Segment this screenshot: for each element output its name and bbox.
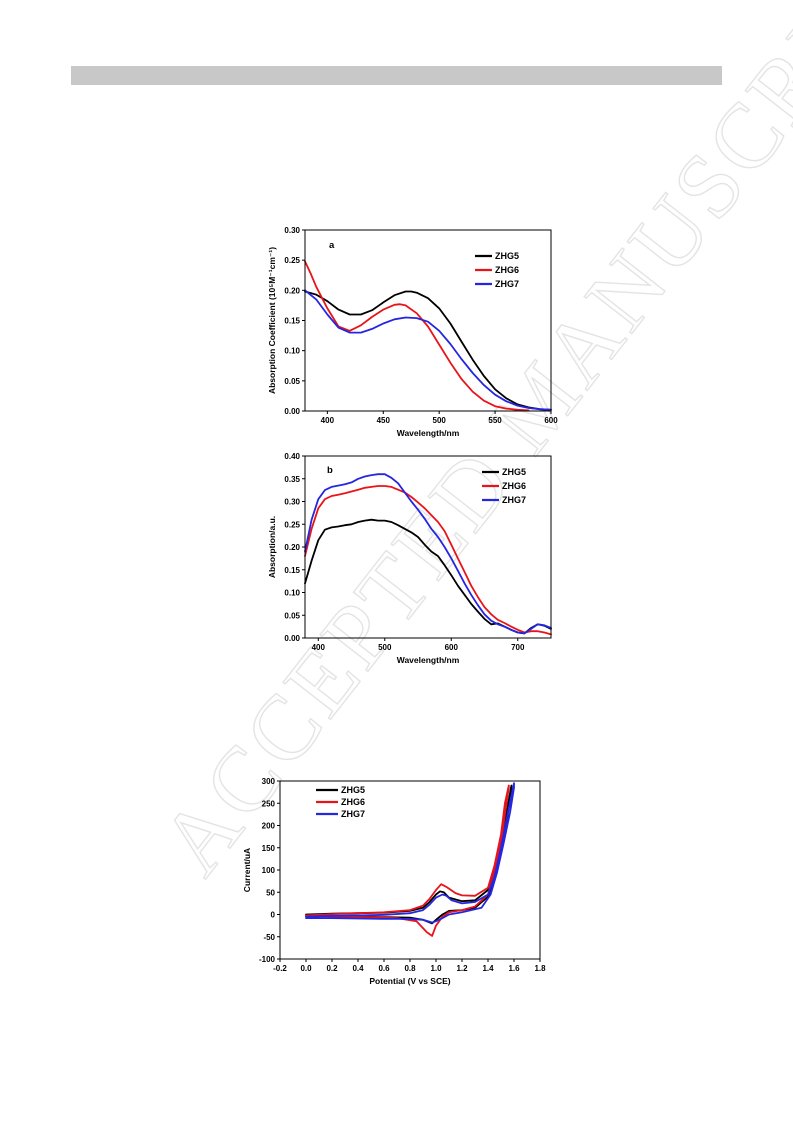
x-tick-label: 0.8 [404, 964, 416, 973]
y-tick-label: 0.10 [284, 589, 300, 598]
x-tick-label: 1.2 [456, 964, 468, 973]
legend-label-zhg6: ZHG6 [502, 481, 526, 491]
y-tick-label: 0.30 [284, 498, 300, 507]
legend-label-zhg6: ZHG6 [341, 797, 365, 807]
x-axis-label: Potential (V vs SCE) [369, 976, 450, 986]
chart-b: 400 500 600 700 0.00 0.05 0.10 0.15 0.20 0.25 0.30… [267, 452, 552, 665]
x-tick-label: 600 [445, 643, 459, 652]
legend-label-zhg7: ZHG7 [495, 279, 519, 289]
series-line-zhg7 [304, 473, 552, 635]
series-line-zhg5 [304, 518, 552, 635]
x-tick-label: 1.0 [430, 964, 442, 973]
series-line-zhg6 [304, 260, 530, 412]
x-tick-label: 0.0 [300, 964, 312, 973]
x-axis-label: Wavelength/nm [397, 428, 460, 438]
x-tick-label: 500 [378, 643, 392, 652]
x-tick-label: 600 [544, 416, 558, 425]
legend-label-zhg6: ZHG6 [495, 265, 519, 275]
y-tick-label: 0.15 [284, 317, 300, 326]
y-tick-label: -100 [259, 955, 276, 964]
y-tick-label: -50 [263, 933, 275, 942]
y-axis-label: Current/uA [242, 848, 252, 892]
x-tick-label: 0.2 [326, 964, 338, 973]
panel-label: b [327, 465, 333, 476]
chart-c: -0.2 0.0 0.2 0.4 0.6 0.8 1.0 1.2 1.4 1.6 1.8 -100 -5… [242, 777, 546, 986]
x-tick-label: 0.6 [378, 964, 390, 973]
y-tick-label: 0.00 [284, 407, 300, 416]
y-tick-label: 0 [271, 911, 276, 920]
x-tick-label: -0.2 [273, 964, 287, 973]
legend-label-zhg5: ZHG5 [341, 785, 365, 795]
series-line-zhg7 [304, 289, 552, 411]
header-bar [71, 66, 722, 85]
series-line-zhg7 [305, 782, 515, 924]
legend-label-zhg5: ZHG5 [495, 251, 519, 261]
y-tick-label: 0.10 [284, 347, 300, 356]
x-tick-label: 1.4 [482, 964, 494, 973]
legend-label-zhg7: ZHG7 [502, 495, 526, 505]
chart-a: 400 450 500 550 600 0.00 0.05 0.10 0.15 0.20 0.25 0… [267, 226, 558, 438]
plot-frame [279, 780, 541, 960]
series-line-zhg5 [304, 290, 552, 411]
y-tick-label: 200 [262, 822, 276, 831]
y-tick-label: 0.05 [284, 377, 300, 386]
x-tick-label: 450 [377, 416, 391, 425]
y-tick-label: 0.40 [284, 452, 300, 461]
y-tick-label: 100 [262, 866, 276, 875]
y-tick-label: 0.05 [284, 611, 300, 620]
x-tick-label: 1.6 [508, 964, 520, 973]
y-tick-label: 250 [262, 799, 276, 808]
y-axis-label: Absorption Coefficient (10⁵M⁻¹cm⁻¹) [267, 247, 277, 394]
y-tick-label: 0.20 [284, 543, 300, 552]
series-line-zhg5 [305, 784, 513, 925]
x-tick-label: 400 [312, 643, 326, 652]
series-line-zhg6 [305, 784, 510, 937]
x-tick-label: 0.4 [352, 964, 364, 973]
y-tick-label: 0.00 [284, 634, 300, 643]
x-tick-label: 500 [433, 416, 447, 425]
y-tick-label: 0.30 [284, 226, 300, 235]
y-tick-label: 0.25 [284, 256, 300, 265]
x-tick-label: 550 [488, 416, 502, 425]
y-tick-label: 0.15 [284, 566, 300, 575]
y-tick-label: 0.25 [284, 520, 300, 529]
y-tick-label: 0.35 [284, 475, 300, 484]
panel-label: a [329, 240, 335, 251]
y-axis-label: Absorption/a.u. [267, 516, 277, 578]
x-axis-label: Wavelength/nm [397, 655, 460, 665]
y-tick-label: 300 [262, 777, 276, 786]
series-line-zhg6 [304, 485, 552, 636]
y-tick-label: 50 [266, 888, 275, 897]
legend-label-zhg5: ZHG5 [502, 467, 526, 477]
y-tick-label: 0.20 [284, 286, 300, 295]
x-tick-label: 400 [321, 416, 335, 425]
y-tick-label: 150 [262, 844, 276, 853]
x-tick-label: 1.8 [534, 964, 546, 973]
x-tick-label: 700 [511, 643, 525, 652]
legend-label-zhg7: ZHG7 [341, 809, 365, 819]
